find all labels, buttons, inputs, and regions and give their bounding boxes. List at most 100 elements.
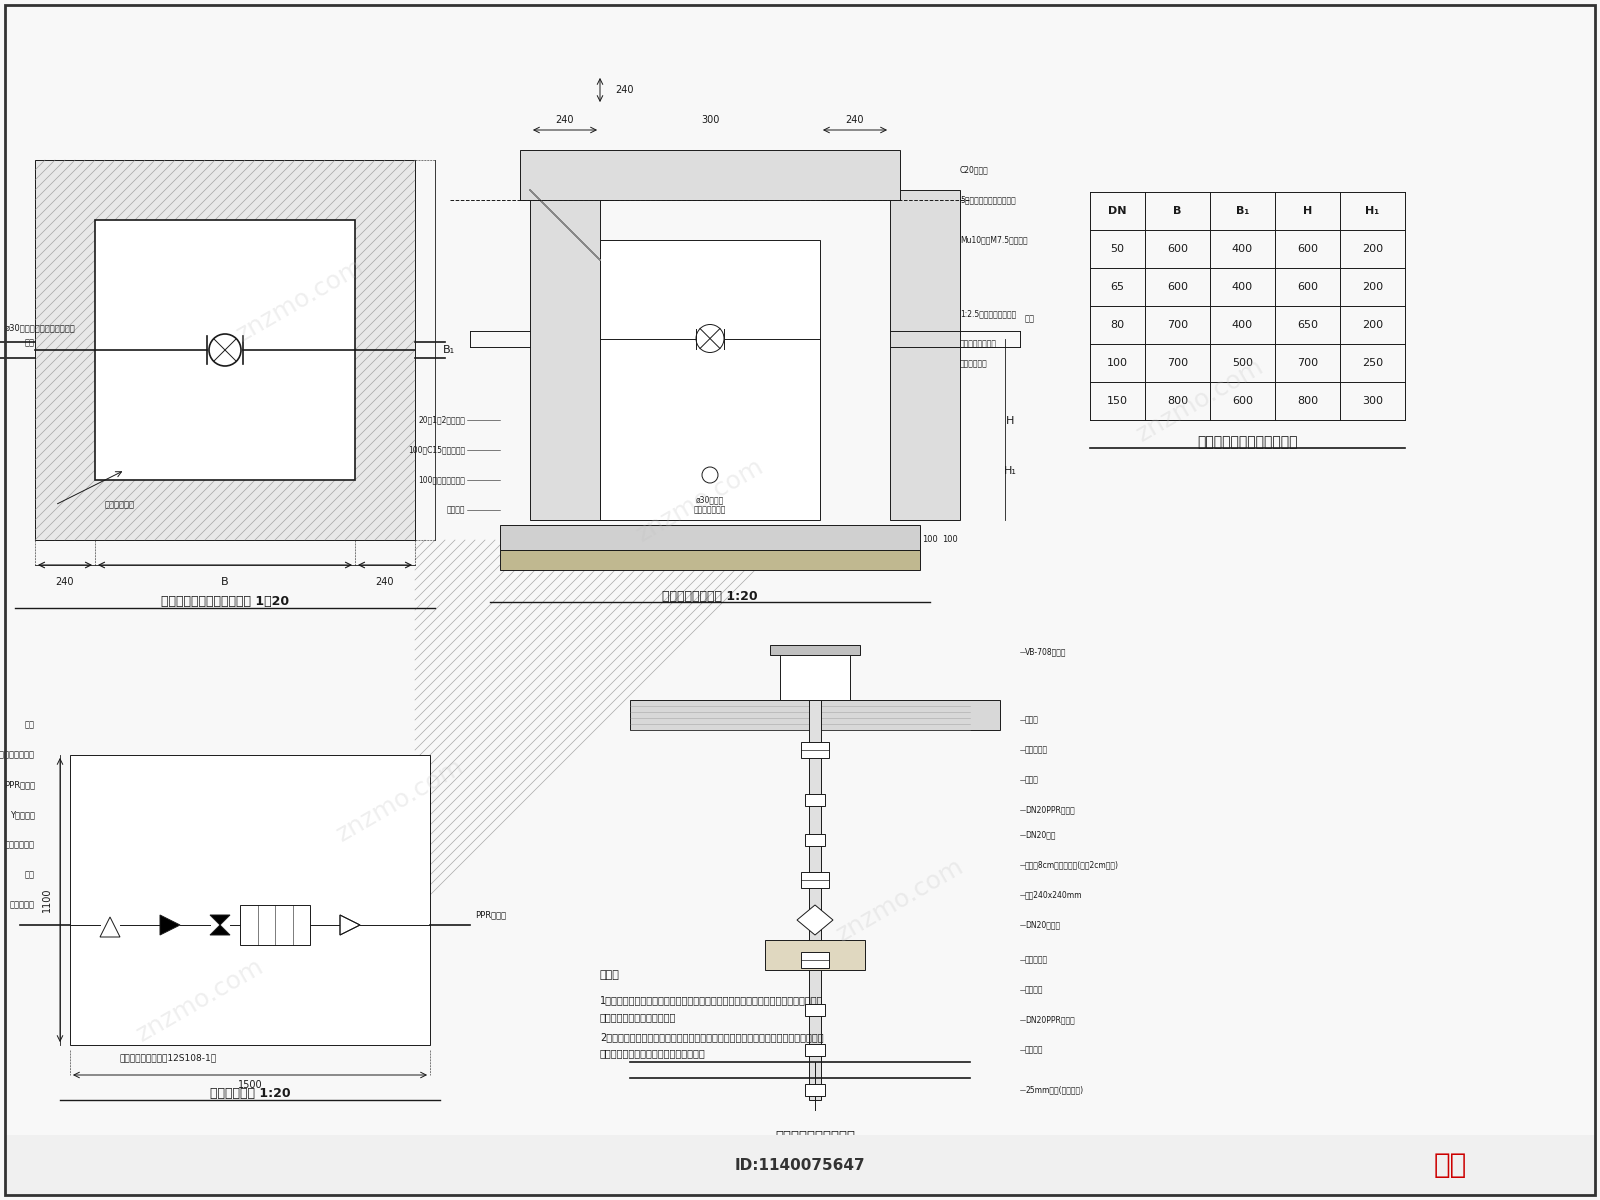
Bar	[35, 160, 414, 540]
Text: 知末: 知末	[1434, 1151, 1467, 1178]
Text: 避免取水口安装过浅导致设备凸出地面。: 避免取水口安装过浅导致设备凸出地面。	[600, 1048, 706, 1058]
Text: 橡胶自接接头: 橡胶自接接头	[5, 840, 35, 850]
Text: 水表井作法图 1:20: 水表井作法图 1:20	[210, 1087, 290, 1100]
Text: 给水阀门井剥面图 1:20: 给水阀门井剥面图 1:20	[662, 590, 758, 602]
Text: 1、快速取水阀井设置在绿地内，现场安装点位根据实际情况调整，错开绿地户设置的: 1、快速取水阀井设置在绿地内，现场安装点位根据实际情况调整，错开绿地户设置的	[600, 995, 824, 1006]
Text: 600: 600	[1166, 282, 1187, 292]
Bar	[805, 1044, 826, 1056]
Bar	[5, 1135, 1595, 1195]
Text: DN20止回阀: DN20止回阀	[1026, 920, 1061, 930]
Text: 阀阀: 阀阀	[1026, 314, 1035, 323]
Bar	[802, 742, 829, 758]
Text: 砖基240x240mm: 砖基240x240mm	[1026, 890, 1083, 900]
Circle shape	[702, 467, 718, 482]
Polygon shape	[160, 914, 179, 935]
Text: 800: 800	[1166, 396, 1189, 406]
Text: 400: 400	[1232, 282, 1253, 292]
Text: 管径详总平面: 管径详总平面	[960, 359, 987, 368]
Text: 倒流防止器: 倒流防止器	[10, 900, 35, 910]
Text: 200: 200	[1362, 282, 1382, 292]
Bar	[600, 240, 819, 520]
Text: H₁: H₁	[1365, 206, 1379, 216]
Bar	[94, 220, 355, 480]
Bar	[810, 700, 821, 1100]
Polygon shape	[210, 914, 230, 935]
Bar	[240, 905, 310, 946]
Text: 200: 200	[1362, 320, 1382, 330]
Bar	[802, 952, 829, 968]
Text: 240: 240	[846, 115, 864, 125]
Text: 65: 65	[1110, 282, 1125, 292]
Bar	[805, 794, 826, 806]
Text: 250: 250	[1362, 358, 1382, 368]
Text: 不小于8cm厚的反滤层(粒径2cm砾石): 不小于8cm厚的反滤层(粒径2cm砾石)	[1026, 860, 1118, 870]
Text: 100厚C15混凝土垫层: 100厚C15混凝土垫层	[408, 445, 466, 455]
Text: 快速连接阀: 快速连接阀	[1026, 745, 1048, 755]
Text: 小型砖砂给水阀门井规格表: 小型砖砂给水阀门井规格表	[1197, 434, 1298, 449]
Text: 400: 400	[1232, 244, 1253, 254]
Polygon shape	[797, 905, 834, 935]
Text: 700: 700	[1166, 320, 1189, 330]
Text: 素土夯实: 素土夯实	[446, 505, 466, 515]
Text: 300: 300	[701, 115, 718, 125]
Text: DN20PPR给水管: DN20PPR给水管	[1026, 1015, 1075, 1025]
Text: 100: 100	[1107, 358, 1128, 368]
Text: B₁: B₁	[1235, 206, 1250, 216]
Bar	[499, 550, 920, 570]
Text: B₁: B₁	[443, 346, 454, 355]
Text: znzmo.com: znzmo.com	[133, 954, 267, 1046]
Text: 300: 300	[1362, 396, 1382, 406]
Text: ø30排水孔，接入最近雨水井: ø30排水孔，接入最近雨水井	[5, 323, 75, 332]
Text: znzmo.com: znzmo.com	[632, 454, 768, 546]
Text: 说明：具体作法详见12S108-1。: 说明：具体作法详见12S108-1。	[120, 1054, 218, 1062]
Text: 700: 700	[1166, 358, 1189, 368]
Text: 说明：: 说明：	[600, 970, 619, 980]
Text: 600: 600	[1232, 396, 1253, 406]
Text: PPR给水管: PPR给水管	[3, 780, 35, 790]
Bar	[520, 150, 899, 200]
Text: 的路灯，手孔井等其他设施。: 的路灯，手孔井等其他设施。	[600, 1012, 677, 1022]
Text: 真空破坏器: 真空破坏器	[1026, 955, 1048, 965]
Bar	[781, 650, 850, 700]
Text: 景观绠化洒水栓大样图: 景观绠化洒水栓大样图	[774, 1130, 854, 1142]
Text: H₁: H₁	[1003, 466, 1016, 475]
Text: 砖砌外墙面垂直入: 砖砌外墙面垂直入	[960, 338, 997, 348]
Bar	[805, 1004, 826, 1016]
Text: ø30排水孔
接入最近雨水井: ø30排水孔 接入最近雨水井	[694, 494, 726, 515]
Text: B: B	[1173, 206, 1182, 216]
Text: H: H	[1302, 206, 1312, 216]
Text: DN: DN	[1109, 206, 1126, 216]
Text: H: H	[1006, 416, 1014, 426]
Text: 650: 650	[1298, 320, 1318, 330]
Text: 200: 200	[1362, 244, 1382, 254]
Text: znzmo.com: znzmo.com	[232, 254, 368, 346]
Text: 600: 600	[1298, 282, 1318, 292]
Text: 100: 100	[942, 535, 958, 545]
Text: DN20PPR直接头: DN20PPR直接头	[1026, 805, 1075, 815]
Text: 240: 240	[614, 85, 634, 95]
Polygon shape	[339, 914, 360, 935]
Text: 25mm钢管(固定作用): 25mm钢管(固定作用)	[1026, 1086, 1083, 1094]
Bar	[802, 872, 829, 888]
Text: 给水主管: 给水主管	[1026, 1045, 1043, 1055]
Text: B: B	[221, 577, 229, 587]
Text: 1100: 1100	[42, 888, 51, 912]
Bar	[770, 646, 861, 655]
Polygon shape	[99, 917, 120, 937]
Bar	[70, 755, 430, 1045]
Bar	[630, 700, 1000, 730]
Text: 由室外给水管网导来: 由室外给水管网导来	[0, 750, 35, 760]
Bar	[499, 526, 920, 550]
Text: 50: 50	[1110, 244, 1125, 254]
Text: C20承托块: C20承托块	[960, 166, 989, 174]
Bar	[805, 834, 826, 846]
Text: 固定卡: 固定卡	[1026, 775, 1038, 785]
Text: Y型过滤器: Y型过滤器	[10, 810, 35, 820]
Text: 100厚级配碎石垫层: 100厚级配碎石垫层	[418, 475, 466, 485]
Text: 1500: 1500	[238, 1080, 262, 1090]
Text: znzmo.com: znzmo.com	[1133, 354, 1267, 446]
Bar	[765, 940, 866, 970]
Text: 500: 500	[1232, 358, 1253, 368]
Text: 20厚1：2防水砂浆: 20厚1：2防水砂浆	[418, 415, 466, 425]
Bar	[890, 190, 960, 520]
